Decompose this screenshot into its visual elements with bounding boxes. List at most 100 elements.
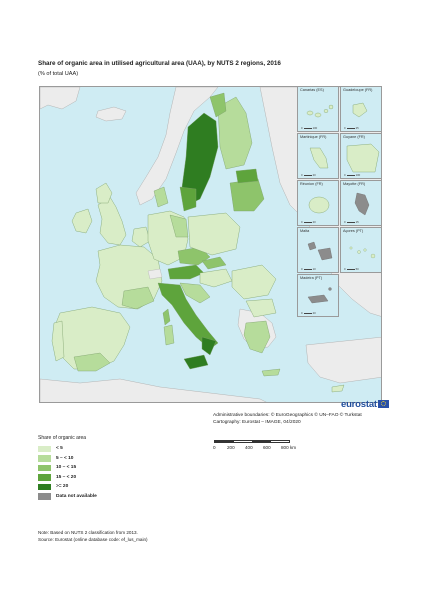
- inset-martinique-svg: [309, 147, 329, 169]
- legend-label: >= 20: [56, 484, 69, 490]
- inset-scale-reunion: 0 20: [301, 220, 316, 224]
- legend-swatch: [38, 455, 51, 462]
- region-andalucia: [73, 352, 111, 372]
- inset-acores-svg: [349, 246, 376, 259]
- region-slovakia: [201, 256, 227, 270]
- legend-swatch: [38, 493, 51, 500]
- inset-guadeloupe-svg: [352, 102, 368, 118]
- inset-guadeloupe: Guadeloupe (FR) 0 25: [340, 86, 382, 132]
- inset-canarias-svg: [306, 104, 334, 118]
- inset-scale-canarias: 0 100: [301, 126, 318, 130]
- region-crete: [261, 368, 281, 377]
- iceland-shape: [95, 106, 127, 122]
- region-baltics: [229, 178, 265, 212]
- inset-label-acores: Açores (PT): [343, 229, 364, 233]
- region-finland-north: [209, 92, 227, 118]
- inset-madeira-svg: [307, 287, 332, 304]
- inset-label-reunion: Réunion (FR): [300, 182, 323, 186]
- region-switzerland-gap: [147, 268, 163, 280]
- legend-label: 15 – < 20: [56, 474, 77, 480]
- region-denmark: [153, 186, 169, 208]
- inset-mayotte-svg: [354, 192, 370, 216]
- scale-tick-600: 600: [263, 445, 271, 450]
- region-romania: [231, 264, 277, 300]
- legend-label: < 5: [56, 446, 63, 452]
- inset-martinique: Martinique (FR) 0 20: [297, 133, 339, 179]
- region-greece: [243, 320, 271, 354]
- inset-madeira: Madeira (PT) 0 20: [297, 274, 339, 317]
- eurostat-logo: eurostat: [341, 398, 389, 410]
- attribution-cartography: Cartography: Eurostat – IMAGE, 04/2020: [213, 420, 301, 425]
- legend-item: 15 – < 20: [38, 473, 97, 483]
- attribution-boundaries: Administrative boundaries: © EuroGeograp…: [213, 413, 362, 418]
- region-sweden: [181, 112, 219, 206]
- region-germany-east: [169, 214, 189, 238]
- legend-label: Data not available: [56, 493, 97, 499]
- region-sardinia: [163, 324, 175, 346]
- norway-shape: [135, 87, 219, 206]
- inset-label-malta: Malta: [300, 229, 310, 233]
- region-ireland: [71, 208, 93, 234]
- region-austria: [167, 264, 205, 280]
- inset-canarias: Canarias (ES) 0 100: [297, 86, 339, 132]
- region-slovenia-croatia: [179, 282, 211, 304]
- inset-guyane-svg: [346, 143, 380, 173]
- region-corsica: [162, 308, 171, 326]
- eurostat-wordmark: eurostat: [341, 398, 377, 410]
- legend-item: Data not available: [38, 492, 97, 502]
- eu-flag-icon: [377, 400, 389, 408]
- inset-reunion: Réunion (FR) 0 20: [297, 180, 339, 226]
- inset-acores: Açores (PT) 0 50: [340, 227, 382, 273]
- source-text: Source: Eurostat (online database code: …: [38, 537, 148, 542]
- inset-mayotte: Mayotte (FR) 0 15: [340, 180, 382, 226]
- region-hungary: [199, 268, 233, 288]
- note-text: Note: Based on NUTS 2 classification fro…: [38, 530, 138, 535]
- region-sweden-south: [179, 186, 197, 212]
- region-scotland: [95, 182, 113, 204]
- region-italy-south: [201, 336, 217, 356]
- scale-bar: 0 200 400 600 800 km: [213, 440, 297, 454]
- region-sicily: [183, 354, 209, 370]
- inset-scale-mayotte: 0 15: [344, 220, 359, 224]
- region-bulgaria: [245, 298, 277, 318]
- region-estonia: [235, 168, 259, 184]
- region-uk: [97, 196, 127, 246]
- inset-label-guadeloupe: Guadeloupe (FR): [343, 88, 373, 92]
- scale-tick-0: 0: [213, 445, 216, 450]
- inset-reunion-svg: [308, 196, 330, 214]
- inset-label-madeira: Madeira (PT): [300, 276, 323, 280]
- region-cyprus: [331, 384, 345, 393]
- scale-bar-graphic: [214, 440, 290, 443]
- legend-item: 5 – < 10: [38, 454, 97, 464]
- legend-item: 10 – < 15: [38, 463, 97, 473]
- region-benelux: [131, 226, 151, 248]
- inset-scale-guyane: 0 100: [344, 173, 361, 177]
- inset-label-mayotte: Mayotte (FR): [343, 182, 366, 186]
- region-france-south: [121, 286, 155, 310]
- inset-label-martinique: Martinique (FR): [300, 135, 327, 139]
- region-portugal: [51, 320, 65, 362]
- region-poland: [187, 212, 241, 256]
- inset-label-guyane: Guyane (FR): [343, 135, 365, 139]
- legend: < 5 5 – < 10 10 – < 15 15 – < 20 >= 20 D…: [38, 444, 97, 501]
- scale-tick-800: 800 km: [281, 445, 297, 450]
- legend-swatch: [38, 464, 51, 471]
- inset-guyane: Guyane (FR) 0 100: [340, 133, 382, 179]
- legend-item: >= 20: [38, 482, 97, 492]
- legend-item: < 5: [38, 444, 97, 454]
- inset-scale-madeira: 0 20: [301, 311, 316, 315]
- scale-tick-200: 200: [227, 445, 235, 450]
- north-africa-shape: [40, 378, 267, 402]
- footnote: Note: Based on NUTS 2 classification fro…: [38, 529, 148, 543]
- legend-swatch: [38, 445, 51, 452]
- legend-label: 5 – < 10: [56, 455, 74, 461]
- turkey-shape: [305, 336, 381, 384]
- inset-scale-guadeloupe: 0 25: [344, 126, 359, 130]
- legend-swatch: [38, 483, 51, 490]
- scale-tick-400: 400: [245, 445, 253, 450]
- inset-scale-acores: 0 50: [344, 267, 359, 271]
- attribution: Administrative boundaries: © EuroGeograp…: [213, 412, 362, 426]
- legend-swatch: [38, 474, 51, 481]
- inset-maps: Canarias (ES) 0 100 Guadeloupe (FR) 0 25 M…: [297, 86, 382, 317]
- map-subtitle: (% of total UAA): [38, 71, 79, 77]
